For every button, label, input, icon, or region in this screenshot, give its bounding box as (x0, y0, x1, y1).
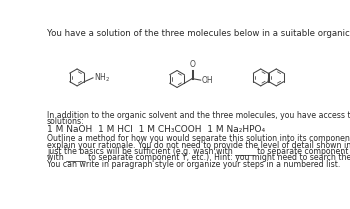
Text: NH$_2$: NH$_2$ (94, 71, 110, 84)
Text: 1 M NaOH  1 M HCl  1 M CH₃COOH  1 M Na₂HPO₄: 1 M NaOH 1 M HCl 1 M CH₃COOH 1 M Na₂HPO₄ (47, 125, 265, 134)
Text: with _____ to separate component Y, etc.). Hint: you might need to search their : with _____ to separate component Y, etc.… (47, 153, 350, 162)
Text: O: O (190, 60, 196, 69)
Text: Outline a method for how you would separate this solution into its component par: Outline a method for how you would separ… (47, 134, 350, 143)
Text: just the basics will be sufficient (e.g. wash with _____ to separate component _: just the basics will be sufficient (e.g.… (47, 147, 350, 156)
Text: OH: OH (202, 76, 213, 85)
Text: You can write in paragraph style or organize your steps in a numbered list.: You can write in paragraph style or orga… (47, 160, 340, 169)
Text: You have a solution of the three molecules below in a suitable organic solvent.: You have a solution of the three molecul… (47, 29, 350, 38)
Text: solutions:: solutions: (47, 117, 84, 126)
Text: explain your rationale. You do not need to provide the level of detail shown in : explain your rationale. You do not need … (47, 141, 350, 150)
Text: In addition to the organic solvent and the three molecules, you have access to t: In addition to the organic solvent and t… (47, 111, 350, 120)
